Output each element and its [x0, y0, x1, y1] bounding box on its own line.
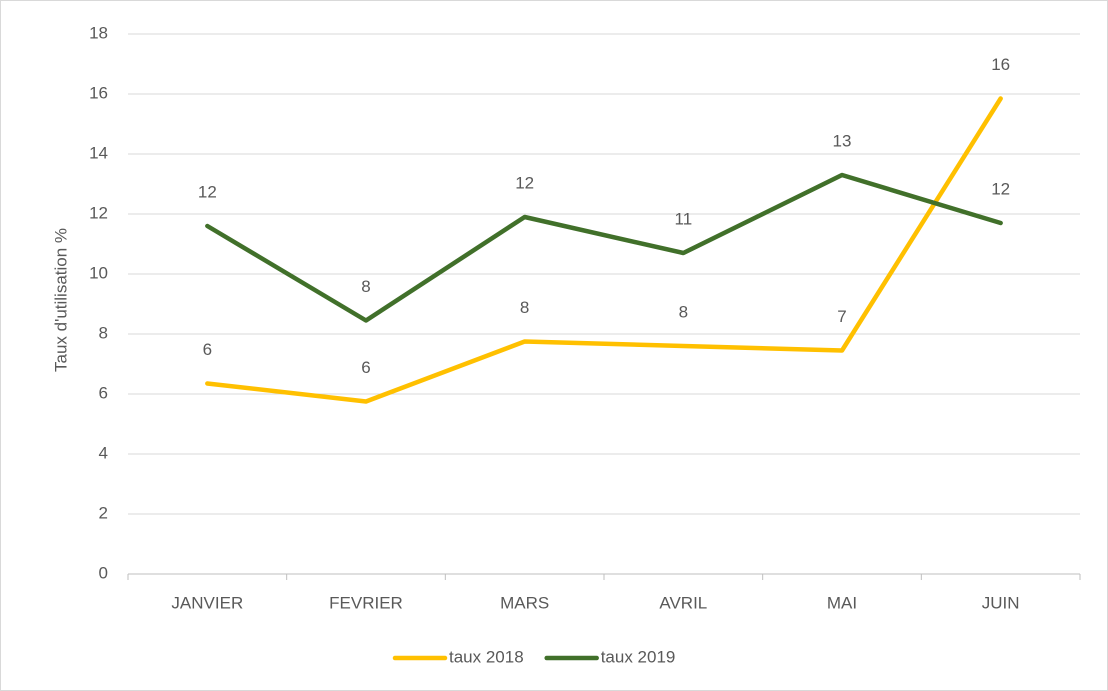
- data-label: 11: [675, 209, 693, 228]
- x-tick-label: AVRIL: [659, 593, 707, 612]
- series-line: [205, 96, 1003, 404]
- x-tick-label: FEVRIER: [329, 593, 403, 612]
- data-label: 8: [361, 277, 370, 296]
- legend-label: taux 2019: [601, 647, 676, 666]
- y-tick-label: 18: [89, 23, 108, 42]
- data-label: 12: [991, 179, 1010, 198]
- y-tick-label: 2: [99, 503, 108, 522]
- y-tick-label: 0: [99, 563, 108, 582]
- data-label: 12: [515, 173, 534, 192]
- data-label: 6: [203, 340, 212, 359]
- data-label: 16: [991, 55, 1010, 74]
- data-label: 8: [679, 302, 688, 321]
- x-tick-label: MAI: [827, 593, 857, 612]
- y-tick-label: 8: [99, 323, 108, 342]
- x-tick-label: MARS: [500, 593, 549, 612]
- y-tick-label: 10: [89, 263, 108, 282]
- data-label: 13: [833, 131, 852, 150]
- x-tick-label: JANVIER: [171, 593, 243, 612]
- x-tick-label: JUIN: [982, 593, 1020, 612]
- series-line: [205, 172, 1003, 323]
- data-label: 8: [520, 298, 529, 317]
- data-label: 6: [361, 358, 370, 377]
- y-axis-label: Taux d'utilisation %: [51, 228, 70, 372]
- y-tick-label: 16: [89, 83, 108, 102]
- y-tick-label: 6: [99, 383, 108, 402]
- legend-label: taux 2018: [449, 647, 524, 666]
- y-tick-label: 14: [89, 143, 108, 162]
- y-tick-label: 4: [99, 443, 108, 462]
- y-tick-label: 12: [89, 203, 108, 222]
- data-label: 7: [837, 307, 846, 326]
- data-label: 12: [198, 182, 217, 201]
